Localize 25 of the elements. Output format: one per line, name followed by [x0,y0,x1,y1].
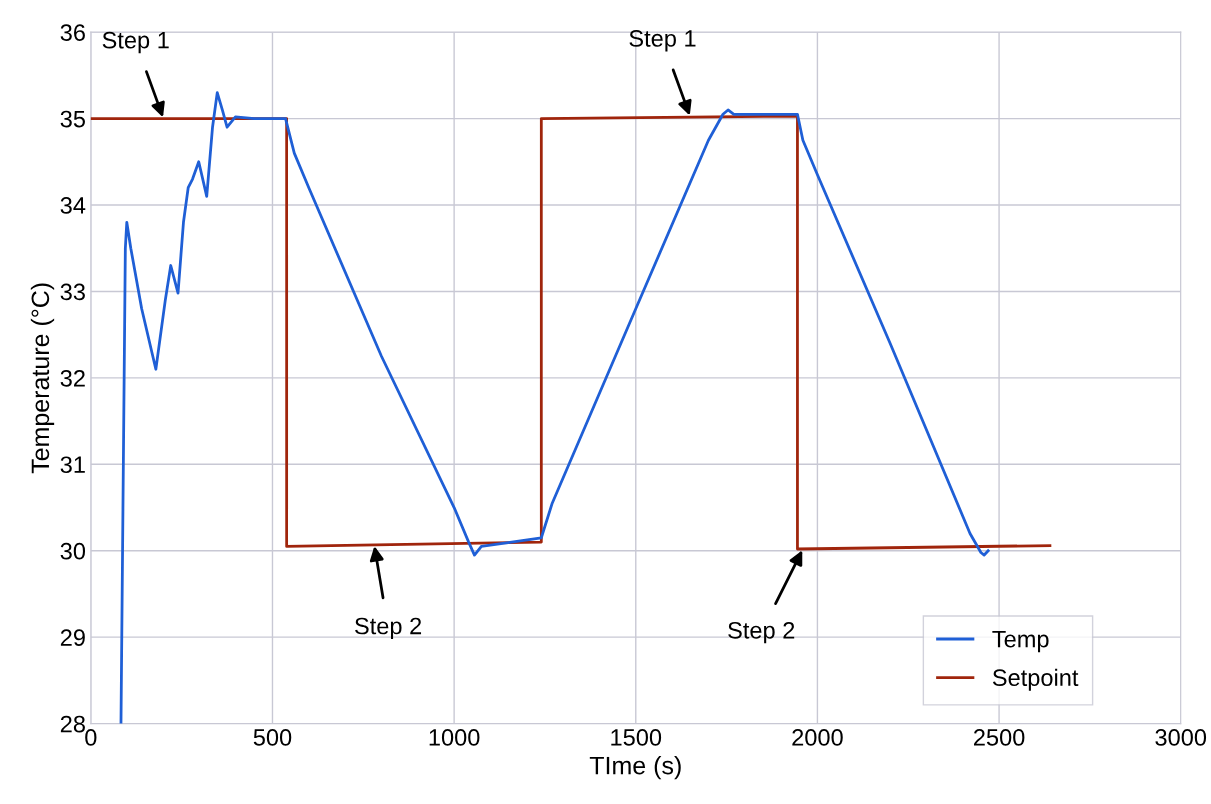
y-tick-label: 29 [60,629,85,646]
annotation: Step 1 [102,31,169,54]
annotation: Step 2 [728,621,795,644]
x-tick-label: 3000 [1155,729,1207,746]
annotation: Step 2 [355,617,422,640]
legend-label: Temp [992,631,1049,653]
legend-label: Setpoint [992,668,1079,691]
y-tick-label: 31 [60,456,85,474]
x-axis-title: TIme (s) [589,756,681,780]
x-tick-label: 500 [253,729,292,746]
y-tick-label: 35 [60,110,85,128]
x-tick-label: 2000 [792,729,843,746]
y-tick-label: 34 [60,197,86,214]
x-tick-label: 2500 [974,729,1025,746]
line-series [119,91,990,724]
y-tick-label: 36 [60,24,85,41]
y-tick-label: 30 [60,542,86,560]
y-tick-label: 28 [60,715,85,733]
y-axis-title: Temperature (°C) [30,283,55,474]
x-tick-label: 0 [85,729,97,746]
x-tick-label: 1500 [611,729,662,746]
x-tick-label: 1000 [429,729,480,746]
annotation: Step 1 [629,30,696,52]
y-tick-label: 33 [60,283,85,301]
y-tick-label: 32 [60,369,85,387]
